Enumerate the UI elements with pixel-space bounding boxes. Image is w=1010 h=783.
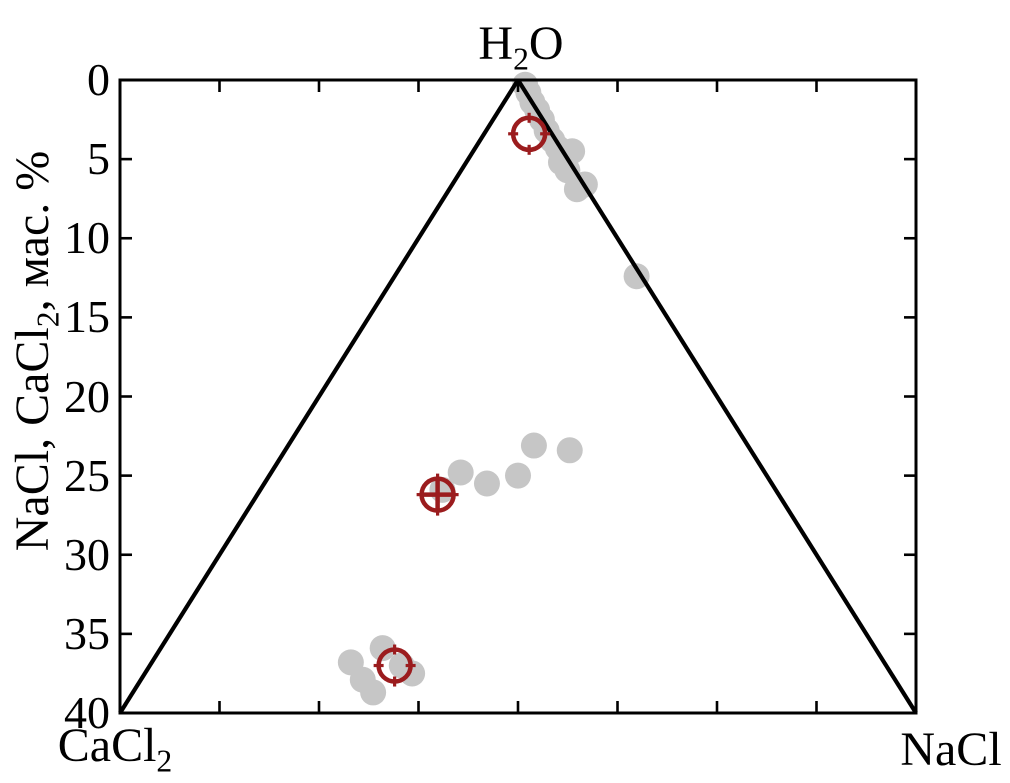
axes-frame xyxy=(118,78,918,715)
y-tick-label-25: 25 xyxy=(64,449,110,501)
y-tick-label-35: 35 xyxy=(64,607,110,659)
triangle-left-edge xyxy=(118,78,520,715)
triangle-right-edge xyxy=(516,78,918,715)
label-text: CaCl xyxy=(57,719,157,772)
label-text: H xyxy=(478,17,514,70)
data-point xyxy=(473,470,500,497)
label-text: , мас. % xyxy=(6,150,59,312)
data-point xyxy=(520,432,547,459)
y-tick-label-0: 0 xyxy=(87,54,110,105)
label-text: NaCl xyxy=(900,723,1002,776)
y-axis-title: NaCl, CaCl2, мас. % xyxy=(6,150,66,552)
subscript-text: 2 xyxy=(30,311,66,328)
subscript-text: 2 xyxy=(513,41,529,77)
y-tick-label-20: 20 xyxy=(64,370,110,422)
y-tick-label-40: 40 xyxy=(64,687,110,738)
y-tick-label-10: 10 xyxy=(64,212,110,264)
data-point xyxy=(447,459,474,486)
subscript-text: 2 xyxy=(156,743,173,779)
y-tick-label-5: 5 xyxy=(87,133,110,185)
label-text: NaCl, CaCl xyxy=(6,327,59,552)
y-tick-label-15: 15 xyxy=(64,291,110,343)
top-vertex-label: H2O xyxy=(478,17,564,75)
y-tick-label-30: 30 xyxy=(64,528,110,580)
data-point xyxy=(360,679,387,706)
label-text: O xyxy=(528,17,564,70)
bottom-left-vertex-label: CaCl2 xyxy=(57,719,173,777)
data-point xyxy=(505,462,531,489)
bottom-right-vertex-label: NaCl xyxy=(900,726,1001,774)
data-point xyxy=(369,635,396,662)
data-point xyxy=(556,437,583,464)
